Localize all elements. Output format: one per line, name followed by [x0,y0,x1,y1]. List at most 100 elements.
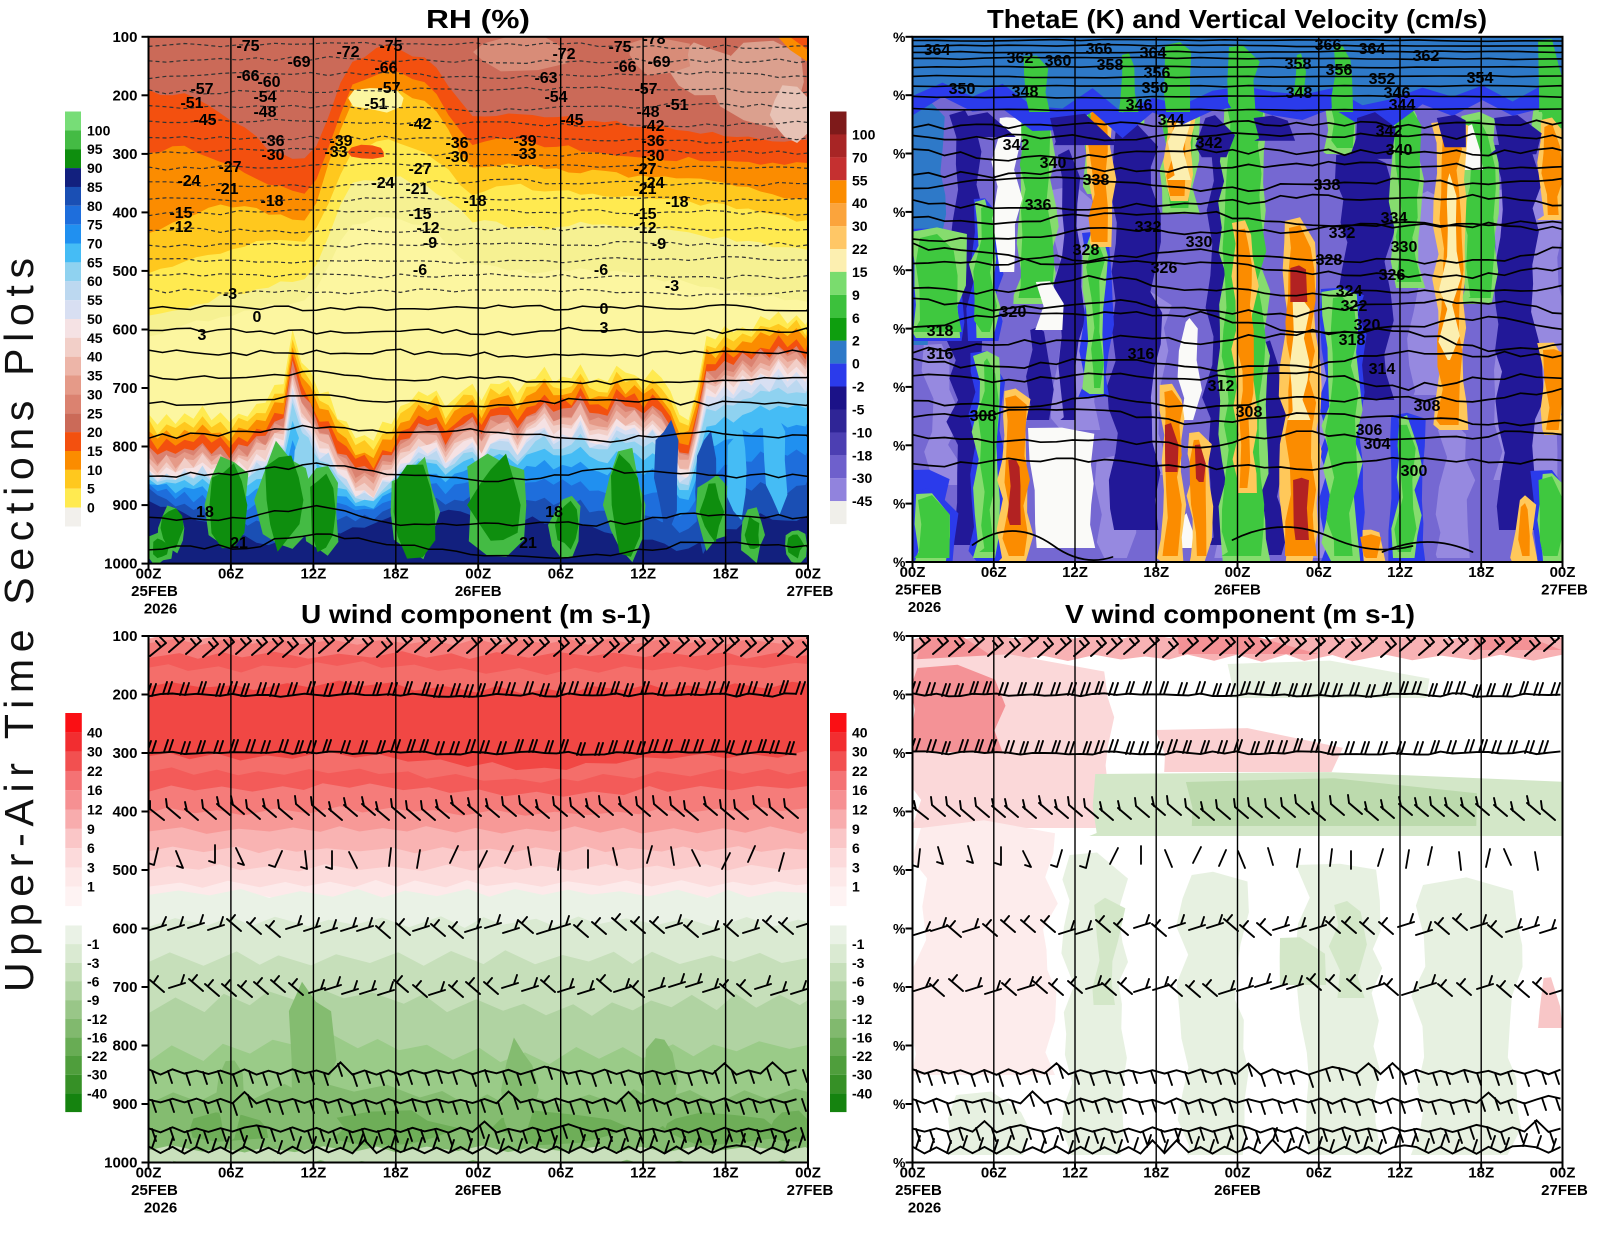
svg-text:15: 15 [87,443,103,459]
svg-text:25FEB: 25FEB [895,1182,942,1199]
svg-text:00Z: 00Z [1225,1165,1251,1182]
svg-text:314: 314 [1369,361,1396,378]
svg-text:-18: -18 [665,194,688,211]
svg-text:-57: -57 [190,81,213,98]
svg-text:2026: 2026 [908,1200,941,1217]
svg-text:06Z: 06Z [218,566,244,583]
svg-text:318: 318 [1339,332,1366,349]
svg-text:00Z: 00Z [1550,564,1576,581]
svg-text:-22: -22 [87,1048,107,1064]
svg-text:-12: -12 [416,220,439,237]
svg-text:348: 348 [1286,85,1313,102]
svg-text:22: 22 [852,763,868,779]
svg-text:800: 800 [112,1038,137,1055]
svg-text:-15: -15 [169,205,192,222]
svg-text:0: 0 [87,500,95,516]
svg-text:-9: -9 [87,992,100,1008]
svg-text:0: 0 [852,356,860,372]
svg-text:40: 40 [87,349,103,365]
svg-text:18Z: 18Z [1143,564,1169,581]
svg-text:-30: -30 [445,149,468,166]
svg-text:200: 200 [112,87,137,104]
svg-text:1: 1 [852,879,860,895]
svg-text:-39: -39 [329,133,352,150]
svg-text:324: 324 [1336,283,1363,300]
svg-text:300: 300 [112,745,137,762]
svg-text:-21: -21 [405,181,428,198]
svg-text:50: 50 [87,311,103,327]
svg-text:00Z: 00Z [900,1165,926,1182]
svg-text:-6: -6 [594,262,608,279]
svg-text:%: % [893,1038,906,1054]
svg-text:-75: -75 [608,39,631,56]
svg-text:-3: -3 [852,955,865,971]
svg-text:356: 356 [1144,65,1171,82]
svg-text:%: % [893,862,906,878]
svg-text:342: 342 [1196,135,1223,152]
svg-text:350: 350 [949,81,976,98]
svg-text:27FEB: 27FEB [1541,1182,1588,1199]
svg-text:26FEB: 26FEB [1214,582,1261,599]
svg-text:-27: -27 [633,161,656,178]
svg-text:800: 800 [112,439,137,456]
svg-text:18Z: 18Z [1143,1165,1169,1182]
svg-text:312: 312 [1208,378,1235,395]
svg-text:%: % [893,204,906,220]
svg-text:-16: -16 [87,1029,107,1045]
svg-text:%: % [893,146,906,162]
svg-text:-40: -40 [852,1085,872,1101]
svg-text:%: % [893,979,906,995]
svg-text:06Z: 06Z [548,566,574,583]
svg-text:10: 10 [87,462,103,478]
svg-text:-51: -51 [665,97,688,114]
svg-text:-72: -72 [552,46,575,63]
svg-text:-54: -54 [253,89,276,106]
svg-text:25: 25 [87,405,103,421]
svg-text:18: 18 [545,504,563,521]
svg-text:95: 95 [87,141,103,157]
svg-text:100: 100 [852,126,876,142]
svg-text:-9: -9 [852,992,865,1008]
svg-text:12Z: 12Z [300,566,326,583]
svg-text:27FEB: 27FEB [787,583,834,600]
svg-text:-57: -57 [634,81,657,98]
svg-text:-6: -6 [413,262,427,279]
svg-text:-16: -16 [852,1029,872,1045]
svg-text:-48: -48 [253,104,276,121]
svg-text:Upper-Air Time Sections Plots: Upper-Air Time Sections Plots [0,254,42,992]
svg-text:45: 45 [87,330,103,346]
svg-text:338: 338 [1314,177,1341,194]
svg-text:100: 100 [112,29,137,46]
svg-text:300: 300 [112,146,137,163]
svg-text:40: 40 [852,195,868,211]
svg-text:332: 332 [1329,225,1356,242]
svg-text:318: 318 [927,323,954,340]
svg-text:9: 9 [852,287,860,303]
svg-text:500: 500 [112,263,137,280]
svg-text:356: 356 [1326,62,1353,79]
svg-text:330: 330 [1186,234,1213,251]
svg-text:00Z: 00Z [900,564,926,581]
svg-text:320: 320 [1000,304,1027,321]
svg-text:30: 30 [852,218,868,234]
svg-text:308: 308 [1236,404,1263,421]
svg-text:362: 362 [1007,50,1034,67]
svg-text:-57: -57 [377,80,400,97]
svg-text:-45: -45 [852,493,872,509]
svg-text:-30: -30 [87,1067,107,1083]
svg-text:-27: -27 [218,159,241,176]
svg-text:20: 20 [87,424,103,440]
svg-text:330: 330 [1391,239,1418,256]
svg-text:26FEB: 26FEB [455,583,502,600]
svg-text:06Z: 06Z [1306,1165,1332,1182]
svg-text:328: 328 [1073,242,1100,259]
svg-text:342: 342 [1003,137,1030,154]
svg-text:400: 400 [112,804,137,821]
svg-text:40: 40 [87,724,103,740]
svg-text:100: 100 [112,628,137,645]
svg-text:400: 400 [112,204,137,221]
svg-text:-30: -30 [261,147,284,164]
svg-text:340: 340 [1386,142,1413,159]
svg-text:22: 22 [87,763,103,779]
svg-text:326: 326 [1151,260,1178,277]
